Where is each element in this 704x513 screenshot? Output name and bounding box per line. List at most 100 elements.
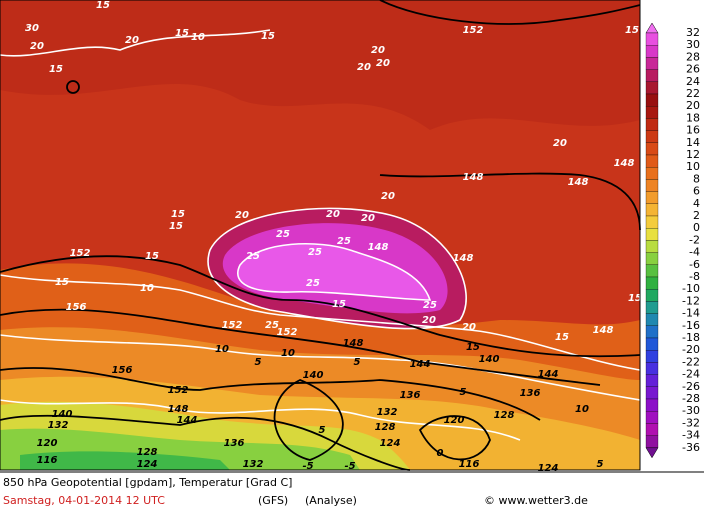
contour-label: 116 [37,455,58,466]
colorbar-label: -8 [689,270,700,283]
contour-label: 136 [224,438,245,449]
colorbar-label: 20 [686,99,700,112]
contour-label: 15 [96,0,110,11]
contour-label: 144 [410,359,431,370]
colorbar-label: 26 [686,63,700,76]
contour-label: 20 [376,58,390,69]
footer-model: (GFS) [258,494,288,507]
footer-date: Samstag, 04-01-2014 12 UTC [3,494,165,507]
contour-label: 156 [112,365,133,376]
contour-label: 136 [520,388,541,399]
contour-label: 20 [462,322,476,333]
contour-label: 148 [614,158,635,169]
colorbar-band [645,411,659,424]
colorbar-band [645,81,659,95]
geopotential-contours [0,0,641,471]
colorbar-band [645,374,659,387]
contour-label: 128 [375,422,396,433]
colorbar-label: -14 [682,307,700,320]
colorbar-band [645,167,659,180]
contour-label: 15 [171,209,185,220]
contour-label: 20 [422,315,436,326]
colorbar-label: 6 [693,185,700,198]
contour-label: 148 [368,242,389,253]
colorbar-label: -12 [682,294,700,307]
contour-label: 20 [235,210,249,221]
contour-label: 136 [400,390,421,401]
contour-label: 15 [145,251,159,262]
contour-label: 140 [52,409,73,420]
colorbar-band [645,398,659,412]
colorbar-band [645,32,659,46]
contour-label: 132 [243,459,264,470]
contour-label: 15 [466,342,480,353]
contour-label: 124 [380,438,401,449]
colorbar-band [645,435,659,448]
contour-label: 15 [332,299,346,310]
contour-label: 10 [281,348,295,359]
colorbar-band [645,215,659,229]
contour-label: 5 [460,387,467,398]
colorbar-label: 22 [686,87,700,100]
colorbar-label: -6 [689,258,700,271]
colorbar-label: 2 [693,209,700,222]
contour-label: 5 [319,425,326,436]
colorbar-band [645,203,659,217]
contour-label: 156 [66,302,87,313]
contour-label: 120 [444,415,465,426]
contour-label: 116 [459,459,480,470]
contour-label: 148 [453,253,474,264]
contour-label: 152 [222,320,243,331]
contour-label: 152 [168,385,189,396]
colorbar-band [645,276,659,290]
colorbar-label: -10 [682,282,700,295]
contour-label: 15 [175,28,189,39]
colorbar-band [645,423,659,436]
contour-label: 20 [30,41,44,52]
contour-label: 148 [593,325,614,336]
contour-label: 124 [538,463,559,474]
colorbar-band [645,118,659,131]
colorbar-band [645,350,659,363]
colorbar-label: -22 [682,355,700,368]
colorbar-label: -4 [689,246,700,259]
contour-label: 152 [463,25,484,36]
colorbar: 32302826242220181614121086420-2-4-6-8-10… [645,22,700,459]
colorbar-under [645,447,659,459]
colorbar-band [645,45,659,58]
colorbar-label: 8 [693,172,700,185]
contour-label: 15 [628,293,642,304]
contour-label: 5 [255,357,262,368]
colorbar-band [645,240,659,253]
contour-label: 20 [357,62,371,73]
colorbar-band [645,191,659,204]
contour-label: 128 [494,410,515,421]
colorbar-label: -30 [682,404,700,417]
footer-credit: © www.wetter3.de [484,494,588,507]
colorbar-label: -26 [682,380,700,393]
contour-label: 20 [371,45,385,56]
colorbar-label: 4 [693,197,700,210]
contour-label: 25 [423,300,437,311]
contour-label: 20 [381,191,395,202]
colorbar-band [645,313,659,326]
colorbar-label: -2 [689,233,700,246]
colorbar-band [645,179,659,192]
contour-label: 140 [479,354,500,365]
contour-label: 20 [553,138,567,149]
colorbar-label: 24 [686,75,700,88]
contour-label: 132 [377,407,398,418]
contour-label: -5 [344,461,355,472]
contour-label: 124 [137,459,158,470]
colorbar-label: -36 [682,441,700,454]
contour-label: 148 [568,177,589,188]
contour-label: 10 [191,32,205,43]
colorbar-label: 12 [686,148,700,161]
contour-label: 25 [337,236,351,247]
colorbar-label: -18 [682,331,700,344]
colorbar-band [645,301,659,314]
colorbar-label: 30 [686,38,700,51]
contour-label: 25 [246,251,260,262]
